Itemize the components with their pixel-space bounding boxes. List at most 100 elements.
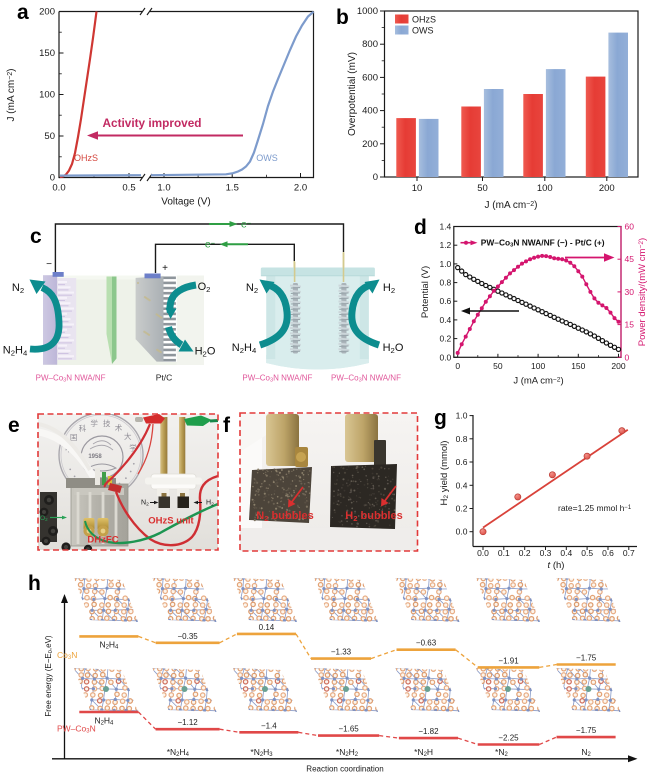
- svg-text:200: 200: [362, 139, 378, 150]
- svg-text:*N2: *N2: [495, 747, 508, 758]
- svg-text:0.0: 0.0: [456, 527, 468, 537]
- svg-text:H2: H2: [383, 282, 395, 295]
- svg-text:0.14: 0.14: [259, 623, 275, 632]
- svg-text:国: 国: [70, 433, 78, 442]
- svg-text:0.0: 0.0: [439, 352, 451, 362]
- svg-text:大: 大: [124, 431, 132, 441]
- svg-text:1.4: 1.4: [439, 222, 451, 232]
- svg-text:0.8: 0.8: [456, 434, 468, 444]
- svg-text:N2H4: N2H4: [99, 640, 119, 651]
- svg-text:PW–Co3N: PW–Co3N: [57, 724, 96, 735]
- svg-text:g: g: [434, 407, 447, 430]
- svg-text:OHzS unit: OHzS unit: [148, 516, 194, 527]
- svg-text:400: 400: [362, 106, 378, 117]
- svg-text:−1.65: −1.65: [338, 725, 359, 734]
- svg-text:Overpotential (mV): Overpotential (mV): [347, 52, 358, 136]
- svg-text:OWS: OWS: [256, 153, 278, 163]
- svg-text:f: f: [223, 414, 231, 437]
- svg-text:−1.82: −1.82: [418, 727, 439, 736]
- svg-text:−1.4: −1.4: [261, 721, 277, 730]
- svg-text:800: 800: [362, 39, 378, 50]
- svg-text:0.7: 0.7: [623, 548, 635, 558]
- svg-text:*N2H4: *N2H4: [167, 747, 190, 758]
- svg-text:100: 100: [531, 361, 545, 371]
- svg-text:OWS: OWS: [412, 26, 434, 36]
- svg-text:e: e: [8, 414, 20, 437]
- svg-text:0.3: 0.3: [540, 548, 552, 558]
- svg-text:−0.63: −0.63: [416, 639, 437, 648]
- svg-text:150: 150: [571, 361, 585, 371]
- svg-text:Power density/(mW cm−2): Power density/(mW cm−2): [637, 238, 648, 346]
- svg-text:学: 学: [90, 418, 98, 428]
- svg-text:0.0: 0.0: [52, 183, 65, 194]
- svg-text:0.5: 0.5: [581, 548, 593, 558]
- svg-text:Reaction coordination: Reaction coordination: [306, 765, 383, 774]
- svg-text:科: 科: [79, 423, 87, 433]
- svg-text:0.6: 0.6: [602, 548, 614, 558]
- svg-text:H2 bubbles: H2 bubbles: [345, 510, 402, 523]
- svg-text:H2O: H2O: [383, 342, 404, 355]
- svg-text:Co3N: Co3N: [57, 650, 77, 661]
- svg-text:1.2: 1.2: [439, 240, 451, 250]
- svg-text:J (mA cm−2): J (mA cm−2): [485, 200, 538, 211]
- svg-text:J (mA cm−2): J (mA cm−2): [513, 375, 563, 386]
- svg-text:50: 50: [477, 183, 488, 194]
- svg-text:600: 600: [362, 72, 378, 83]
- svg-text:50: 50: [493, 361, 503, 371]
- svg-text:0.6: 0.6: [456, 457, 468, 467]
- svg-text:a: a: [17, 1, 29, 24]
- svg-text:OHzS: OHzS: [412, 15, 436, 25]
- svg-text:1958: 1958: [88, 454, 102, 460]
- svg-text:Pt/C: Pt/C: [156, 373, 173, 383]
- svg-text:*N2H2: *N2H2: [336, 747, 358, 758]
- svg-text:Activity improved: Activity improved: [103, 116, 202, 130]
- svg-text:O2: O2: [198, 281, 211, 294]
- svg-text:H2O: H2O: [195, 346, 216, 359]
- svg-text:PW–Co3N NWA/NF: PW–Co3N NWA/NF: [36, 374, 106, 384]
- svg-text:10: 10: [412, 183, 423, 194]
- svg-text:−0.35: −0.35: [177, 632, 198, 641]
- svg-text:15: 15: [625, 320, 635, 330]
- svg-text:200: 200: [611, 361, 625, 371]
- svg-text:h: h: [28, 572, 41, 595]
- svg-text:−1.33: −1.33: [331, 648, 352, 657]
- svg-text:N2: N2: [141, 500, 149, 508]
- svg-text:−1.75: −1.75: [576, 726, 597, 735]
- svg-text:0.4: 0.4: [456, 480, 468, 490]
- svg-text:0.4: 0.4: [560, 548, 572, 558]
- svg-text:N2: N2: [246, 282, 258, 295]
- svg-text:N2: N2: [581, 747, 590, 758]
- svg-text:+: +: [162, 263, 168, 274]
- svg-text:0.8: 0.8: [439, 278, 451, 288]
- svg-text:Free energy (E−E0,eV): Free energy (E−E0,eV): [44, 635, 54, 717]
- svg-text:J (mA cm−2): J (mA cm−2): [6, 69, 17, 122]
- svg-text:H2 yield (mmol): H2 yield (mmol): [439, 441, 450, 506]
- svg-text:e−: e−: [205, 238, 215, 250]
- svg-text:术: 术: [115, 423, 123, 433]
- svg-text:1.0: 1.0: [157, 183, 170, 194]
- svg-text:100: 100: [537, 183, 553, 194]
- svg-text:0.1: 0.1: [498, 548, 510, 558]
- svg-text:PW–Co3N NWA/NF (−) - Pt/C (+): PW–Co3N NWA/NF (−) - Pt/C (+): [481, 238, 605, 249]
- svg-text:1000: 1000: [357, 6, 378, 17]
- svg-text:30: 30: [625, 287, 635, 297]
- svg-text:−2.25: −2.25: [498, 734, 519, 743]
- svg-text:1.0: 1.0: [439, 259, 451, 269]
- svg-text:60: 60: [625, 222, 635, 232]
- svg-text:0: 0: [373, 172, 378, 183]
- svg-text:O2: O2: [40, 515, 48, 522]
- svg-text:OHzS: OHzS: [74, 153, 98, 163]
- svg-text:100: 100: [39, 90, 55, 101]
- svg-text:N2H4: N2H4: [3, 345, 28, 358]
- svg-text:−1.12: −1.12: [177, 718, 198, 727]
- svg-text:DHzFC: DHzFC: [87, 535, 118, 546]
- svg-text:0.6: 0.6: [439, 296, 451, 306]
- svg-text:0.2: 0.2: [519, 548, 531, 558]
- svg-text:150: 150: [39, 48, 55, 59]
- svg-text:Potential (V): Potential (V): [420, 266, 431, 318]
- svg-text:−: −: [46, 259, 52, 270]
- svg-text:N2: N2: [12, 282, 24, 295]
- svg-text:0.0: 0.0: [477, 548, 489, 558]
- svg-text:−1.75: −1.75: [576, 654, 597, 663]
- svg-text:b: b: [336, 6, 349, 29]
